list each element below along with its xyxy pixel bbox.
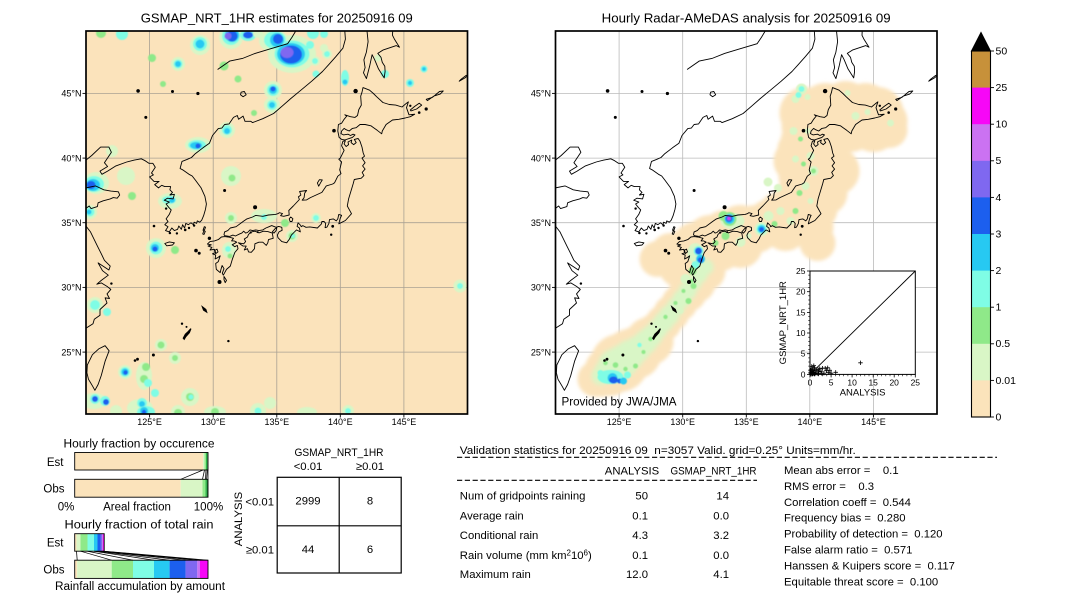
svg-text:25°N: 25°N xyxy=(61,347,81,357)
svg-text:14: 14 xyxy=(716,491,729,503)
svg-text:145°E: 145°E xyxy=(392,417,417,427)
svg-text:Probability of detection = 0.: Probability of detection = 0.120 xyxy=(784,529,943,541)
svg-text:Correlation coeff = 0.544: Correlation coeff = 0.544 xyxy=(784,497,911,509)
svg-text:40°N: 40°N xyxy=(531,153,551,163)
svg-text:RMS error = 0.3: RMS error = 0.3 xyxy=(784,481,874,493)
svg-text:130°E: 130°E xyxy=(670,417,695,427)
svg-text:10: 10 xyxy=(996,119,1008,131)
svg-text:20: 20 xyxy=(796,287,806,297)
svg-text:≥0.01: ≥0.01 xyxy=(246,545,274,557)
svg-text:0.0: 0.0 xyxy=(713,550,729,562)
svg-text:25: 25 xyxy=(996,82,1008,94)
svg-text:140°E: 140°E xyxy=(797,417,822,427)
svg-text:0.1: 0.1 xyxy=(632,510,648,522)
svg-text:130°E: 130°E xyxy=(201,417,226,427)
svg-text:125°E: 125°E xyxy=(607,417,632,427)
svg-text:15: 15 xyxy=(868,377,878,387)
svg-text:8: 8 xyxy=(367,496,373,508)
svg-text:0.0: 0.0 xyxy=(713,510,729,522)
svg-text:2999: 2999 xyxy=(295,496,320,508)
svg-text:145°E: 145°E xyxy=(861,417,886,427)
svg-text:20: 20 xyxy=(889,377,899,387)
svg-text:0.01: 0.01 xyxy=(996,375,1017,387)
svg-text:30°N: 30°N xyxy=(61,283,81,293)
svg-text:Hourly Radar-AMeDAS analysis f: Hourly Radar-AMeDAS analysis for 2025091… xyxy=(602,12,891,26)
svg-text:Est: Est xyxy=(47,538,64,550)
svg-text:25: 25 xyxy=(796,266,806,276)
svg-text:Equitable threat score = 0.10: Equitable threat score = 0.100 xyxy=(784,576,938,588)
svg-text:Average rain: Average rain xyxy=(460,510,524,522)
svg-text:25: 25 xyxy=(911,377,921,387)
svg-text:35°N: 35°N xyxy=(531,218,551,228)
svg-text:10: 10 xyxy=(796,328,806,338)
svg-text:GSMAP_NRT_1HR: GSMAP_NRT_1HR xyxy=(671,466,757,478)
svg-text:ANALYSIS: ANALYSIS xyxy=(233,491,245,546)
svg-text:140°E: 140°E xyxy=(328,417,353,427)
svg-text:2: 2 xyxy=(996,265,1002,277)
svg-text:Num of gridpoints raining: Num of gridpoints raining xyxy=(460,491,586,503)
svg-text:Rainfall accumulation by amoun: Rainfall accumulation by amount xyxy=(55,581,226,593)
svg-text:GSMAP_NRT_1HR: GSMAP_NRT_1HR xyxy=(778,281,789,364)
svg-text:1: 1 xyxy=(996,302,1002,314)
svg-text:12.0: 12.0 xyxy=(626,569,648,581)
svg-text:<0.01: <0.01 xyxy=(294,461,323,473)
svg-text:Conditional rain: Conditional rain xyxy=(460,530,539,542)
svg-text:Validation statistics for 2025: Validation statistics for 20250916 09 n=… xyxy=(460,445,856,457)
svg-text:Provided by JWA/JMA: Provided by JWA/JMA xyxy=(562,397,677,409)
svg-text:45°N: 45°N xyxy=(531,89,551,99)
svg-text:Obs: Obs xyxy=(43,564,64,576)
svg-text:GSMAP_NRT_1HR estimates for 20: GSMAP_NRT_1HR estimates for 20250916 09 xyxy=(141,12,413,26)
svg-text:50: 50 xyxy=(635,491,648,503)
svg-text:Hourly fraction by occurence: Hourly fraction by occurence xyxy=(64,439,215,451)
svg-text:Mean abs error = 0.1: Mean abs error = 0.1 xyxy=(784,465,899,477)
svg-text:Rain volume (mm km2106): Rain volume (mm km2106) xyxy=(460,548,592,562)
svg-text:Obs: Obs xyxy=(43,483,64,495)
svg-text:0.5: 0.5 xyxy=(996,338,1011,350)
svg-text:100%: 100% xyxy=(194,502,223,514)
svg-text:6: 6 xyxy=(367,544,373,556)
svg-text:ANALYSIS: ANALYSIS xyxy=(605,466,660,478)
svg-text:Areal fraction: Areal fraction xyxy=(103,502,171,514)
svg-text:Est: Est xyxy=(47,457,64,469)
svg-text:30°N: 30°N xyxy=(531,283,551,293)
svg-text:4: 4 xyxy=(996,192,1002,204)
svg-text:125°E: 125°E xyxy=(137,417,162,427)
svg-text:0: 0 xyxy=(996,411,1002,423)
svg-text:≥0.01: ≥0.01 xyxy=(356,461,384,473)
svg-text:Maximum rain: Maximum rain xyxy=(460,569,531,581)
svg-text:ANALYSIS: ANALYSIS xyxy=(840,387,886,398)
svg-text:<0.01: <0.01 xyxy=(245,497,274,509)
svg-text:25°N: 25°N xyxy=(531,347,551,357)
svg-text:5: 5 xyxy=(829,377,834,387)
svg-text:40°N: 40°N xyxy=(61,153,81,163)
svg-text:135°E: 135°E xyxy=(264,417,289,427)
svg-text:5: 5 xyxy=(801,349,806,359)
svg-text:False alarm ratio = 0.571: False alarm ratio = 0.571 xyxy=(784,545,912,557)
svg-text:0: 0 xyxy=(801,369,806,379)
svg-text:0: 0 xyxy=(808,377,813,387)
svg-text:135°E: 135°E xyxy=(734,417,759,427)
svg-text:10: 10 xyxy=(847,377,857,387)
svg-text:Hourly fraction of total rain: Hourly fraction of total rain xyxy=(65,520,214,532)
svg-text:Hanssen & Kuipers score = 0.1: Hanssen & Kuipers score = 0.117 xyxy=(784,560,955,572)
svg-text:Frequency bias = 0.280: Frequency bias = 0.280 xyxy=(784,513,906,525)
svg-text:GSMAP_NRT_1HR: GSMAP_NRT_1HR xyxy=(295,447,384,459)
svg-text:0.1: 0.1 xyxy=(632,550,648,562)
svg-text:5: 5 xyxy=(996,155,1002,167)
svg-text:4.3: 4.3 xyxy=(632,530,648,542)
svg-text:50: 50 xyxy=(996,45,1008,57)
svg-text:35°N: 35°N xyxy=(61,218,81,228)
svg-text:45°N: 45°N xyxy=(61,89,81,99)
svg-text:15: 15 xyxy=(796,307,806,317)
svg-text:4.1: 4.1 xyxy=(713,569,729,581)
svg-text:3.2: 3.2 xyxy=(713,530,729,542)
svg-text:44: 44 xyxy=(302,544,315,556)
svg-text:3: 3 xyxy=(996,228,1002,240)
svg-text:0%: 0% xyxy=(58,502,75,514)
